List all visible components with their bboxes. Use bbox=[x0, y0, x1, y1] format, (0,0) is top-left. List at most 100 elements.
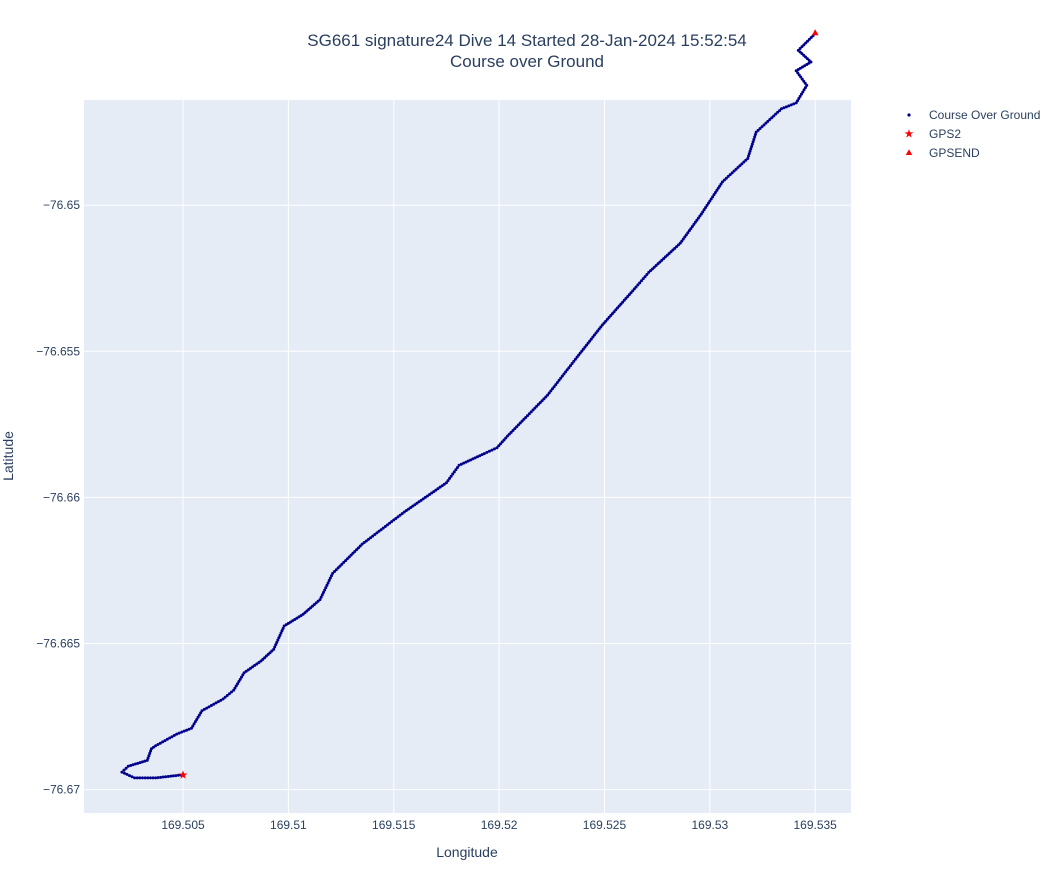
track-sample-point bbox=[764, 121, 768, 125]
track-sample-point bbox=[581, 347, 585, 351]
track-point bbox=[805, 83, 809, 87]
track-sample-point bbox=[202, 707, 206, 711]
track-sample-point bbox=[421, 497, 425, 501]
track-sample-point bbox=[369, 536, 373, 540]
track-sample-point bbox=[715, 188, 719, 192]
traces[interactable] bbox=[120, 29, 819, 780]
track-point bbox=[221, 697, 225, 701]
track-sample-point bbox=[234, 684, 238, 688]
legend-item-gpsend[interactable]: GPSEND bbox=[905, 146, 980, 160]
track-sample-point bbox=[555, 380, 559, 384]
track-sample-point bbox=[690, 224, 694, 228]
track-sample-point bbox=[562, 372, 566, 376]
track-sample-point bbox=[544, 395, 548, 399]
track-sample-point bbox=[207, 705, 211, 709]
track-sample-point bbox=[572, 359, 576, 363]
track-sample-point bbox=[589, 337, 593, 341]
track-sample-point bbox=[320, 593, 324, 597]
track-sample-point bbox=[736, 165, 740, 169]
y-axis-title: Latitude bbox=[0, 431, 16, 481]
track-sample-point bbox=[492, 447, 496, 451]
track-sample-point bbox=[196, 715, 200, 719]
track-sample-point bbox=[800, 45, 804, 49]
track-sample-point bbox=[804, 41, 808, 45]
track-sample-point bbox=[241, 673, 245, 677]
y-tick-label: −76.65 bbox=[43, 198, 80, 212]
track-sample-point bbox=[547, 391, 551, 395]
track-sample-point bbox=[392, 518, 396, 522]
track-point bbox=[133, 776, 137, 780]
track-sample-point bbox=[782, 106, 786, 110]
track-sample-point bbox=[802, 79, 806, 83]
track-sample-point bbox=[504, 436, 508, 440]
track-sample-point bbox=[753, 133, 757, 137]
track-sample-point bbox=[146, 776, 150, 780]
track-sample-point bbox=[129, 764, 133, 768]
track-sample-point bbox=[388, 521, 392, 525]
track-sample-point bbox=[122, 771, 126, 775]
legend-label: GPS2 bbox=[929, 127, 961, 141]
track-sample-point bbox=[432, 490, 436, 494]
track-sample-point bbox=[698, 214, 702, 218]
track-sample-point bbox=[796, 71, 800, 75]
legend-item-gps2[interactable]: GPS2 bbox=[904, 127, 962, 141]
track-sample-point bbox=[225, 694, 229, 698]
track-sample-point bbox=[275, 640, 279, 644]
track-sample-point bbox=[722, 178, 726, 182]
track-sample-point bbox=[138, 761, 142, 765]
track-sample-point bbox=[158, 741, 162, 745]
track-sample-point bbox=[377, 529, 381, 533]
track-point bbox=[699, 212, 703, 216]
track-point bbox=[360, 542, 364, 546]
track-sample-point bbox=[751, 140, 755, 144]
course-over-ground-trace[interactable] bbox=[120, 34, 815, 780]
track-sample-point bbox=[540, 399, 544, 403]
track-sample-point bbox=[423, 495, 427, 499]
track-sample-point bbox=[355, 548, 359, 552]
track-point bbox=[482, 452, 486, 456]
track-sample-point bbox=[146, 756, 150, 760]
track-point bbox=[678, 241, 682, 245]
track-point bbox=[149, 747, 153, 751]
track-sample-point bbox=[345, 557, 349, 561]
track-sample-point bbox=[413, 503, 417, 507]
track-sample-point bbox=[192, 722, 196, 726]
track-sample-point bbox=[798, 46, 802, 50]
track-sample-point bbox=[398, 513, 402, 517]
track-sample-point bbox=[507, 432, 511, 436]
track-sample-point bbox=[281, 626, 285, 630]
track-sample-point bbox=[749, 147, 753, 151]
track-sample-point bbox=[140, 776, 144, 780]
track-sample-point bbox=[425, 494, 429, 498]
track-sample-point bbox=[466, 459, 470, 463]
track-sample-point bbox=[151, 776, 155, 780]
track-sample-point bbox=[797, 97, 801, 101]
legend[interactable]: Course Over Ground GPS2 GPSEND bbox=[904, 108, 1041, 160]
track-sample-point bbox=[681, 237, 685, 241]
x-tick-label: 169.53 bbox=[691, 818, 728, 832]
track-sample-point bbox=[464, 460, 468, 464]
track-sample-point bbox=[734, 167, 738, 171]
track-sample-point bbox=[448, 476, 452, 480]
track-sample-point bbox=[549, 389, 553, 393]
track-sample-point bbox=[325, 583, 329, 587]
track-sample-point bbox=[591, 335, 595, 339]
track-sample-point bbox=[323, 588, 327, 592]
track-sample-point bbox=[379, 528, 383, 532]
legend-item-course-over-ground[interactable]: Course Over Ground bbox=[907, 108, 1040, 122]
track-sample-point bbox=[766, 119, 770, 123]
track-point bbox=[120, 770, 124, 774]
track-sample-point bbox=[730, 171, 734, 175]
track-sample-point bbox=[520, 419, 524, 423]
track-sample-point bbox=[440, 484, 444, 488]
track-sample-point bbox=[148, 776, 152, 780]
track-sample-point bbox=[499, 442, 503, 446]
track-sample-point bbox=[128, 774, 132, 778]
track-point bbox=[402, 510, 406, 514]
track-sample-point bbox=[452, 470, 456, 474]
track-sample-point bbox=[191, 724, 195, 728]
track-sample-point bbox=[799, 92, 803, 96]
legend-label: Course Over Ground bbox=[929, 108, 1040, 122]
track-sample-point bbox=[807, 37, 811, 41]
